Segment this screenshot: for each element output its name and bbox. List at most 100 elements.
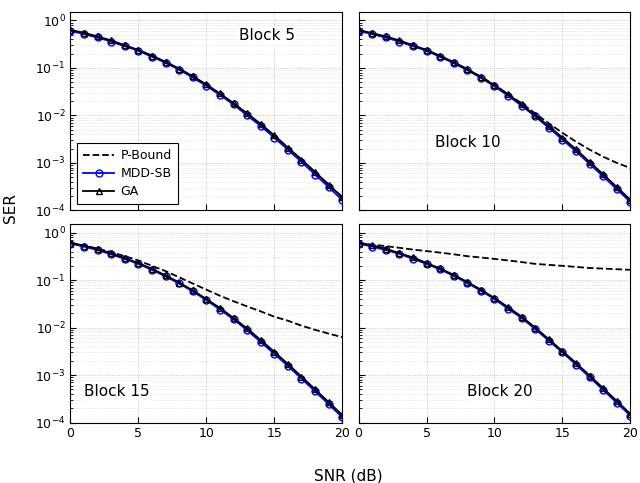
GA [463,279,471,285]
GA [67,240,74,245]
MDD-SB [162,60,170,66]
P-Bound [230,298,237,304]
GA [627,411,634,417]
P-Bound [436,54,444,59]
P-Bound [189,74,196,80]
MDD-SB [271,351,278,357]
GA [382,33,390,39]
MDD-SB [80,31,88,37]
Text: Block 5: Block 5 [239,28,295,43]
GA [627,197,634,203]
MDD-SB [491,296,499,302]
Line: P-Bound: P-Bound [358,243,630,270]
P-Bound [202,82,210,88]
P-Bound [325,331,333,337]
GA [175,66,183,71]
MDD-SB [382,247,390,253]
GA [409,255,417,260]
GA [243,326,251,331]
MDD-SB [518,103,525,109]
P-Bound [531,111,539,116]
MDD-SB [409,43,417,49]
MDD-SB [134,48,142,54]
P-Bound [189,281,196,286]
MDD-SB [298,159,305,165]
MDD-SB [627,413,634,419]
P-Bound [600,154,607,159]
MDD-SB [202,83,210,89]
MDD-SB [230,316,237,322]
MDD-SB [382,34,390,40]
Text: Block 10: Block 10 [435,135,500,150]
P-Bound [162,59,170,65]
GA [148,53,156,58]
GA [80,30,88,36]
P-Bound [243,111,251,116]
GA [491,295,499,301]
GA [504,91,512,97]
MDD-SB [613,400,621,406]
MDD-SB [175,67,183,72]
P-Bound [450,252,458,257]
MDD-SB [148,267,156,273]
P-Bound [93,246,101,252]
GA [600,171,607,177]
P-Bound [504,257,512,263]
P-Bound [368,31,376,37]
GA [518,101,525,107]
MDD-SB [121,43,129,49]
GA [477,74,484,80]
GA [559,348,566,354]
MDD-SB [368,243,376,249]
P-Bound [409,247,417,253]
P-Bound [284,145,292,151]
GA [531,113,539,118]
P-Bound [121,43,129,49]
MDD-SB [600,387,607,393]
P-Bound [396,39,403,44]
MDD-SB [450,60,458,66]
P-Bound [325,182,333,187]
MDD-SB [189,288,196,294]
GA [80,243,88,249]
Line: GA: GA [355,27,634,203]
MDD-SB [504,306,512,312]
P-Bound [243,303,251,309]
GA [257,337,264,343]
P-Bound [216,91,224,97]
MDD-SB [67,241,74,246]
P-Bound [368,242,376,247]
P-Bound [108,249,115,255]
GA [202,82,210,87]
MDD-SB [216,92,224,98]
P-Bound [518,100,525,106]
P-Bound [271,314,278,320]
GA [422,260,430,266]
MDD-SB [545,125,553,131]
MDD-SB [559,350,566,355]
P-Bound [586,265,593,271]
MDD-SB [463,67,471,73]
MDD-SB [162,273,170,279]
GA [121,43,129,48]
MDD-SB [257,123,264,129]
Text: SER: SER [3,193,18,223]
P-Bound [339,194,346,200]
P-Bound [586,147,593,153]
Line: P-Bound: P-Bound [70,243,342,337]
P-Bound [477,255,484,260]
Line: MDD-SB: MDD-SB [355,28,634,206]
GA [396,38,403,43]
GA [409,43,417,48]
GA [311,169,319,175]
Line: P-Bound: P-Bound [358,31,630,168]
P-Bound [382,243,390,249]
GA [93,246,101,252]
GA [339,195,346,200]
Line: GA: GA [67,239,346,418]
GA [572,146,580,152]
P-Bound [436,250,444,256]
GA [175,280,183,285]
GA [613,184,621,190]
Line: GA: GA [355,239,634,417]
